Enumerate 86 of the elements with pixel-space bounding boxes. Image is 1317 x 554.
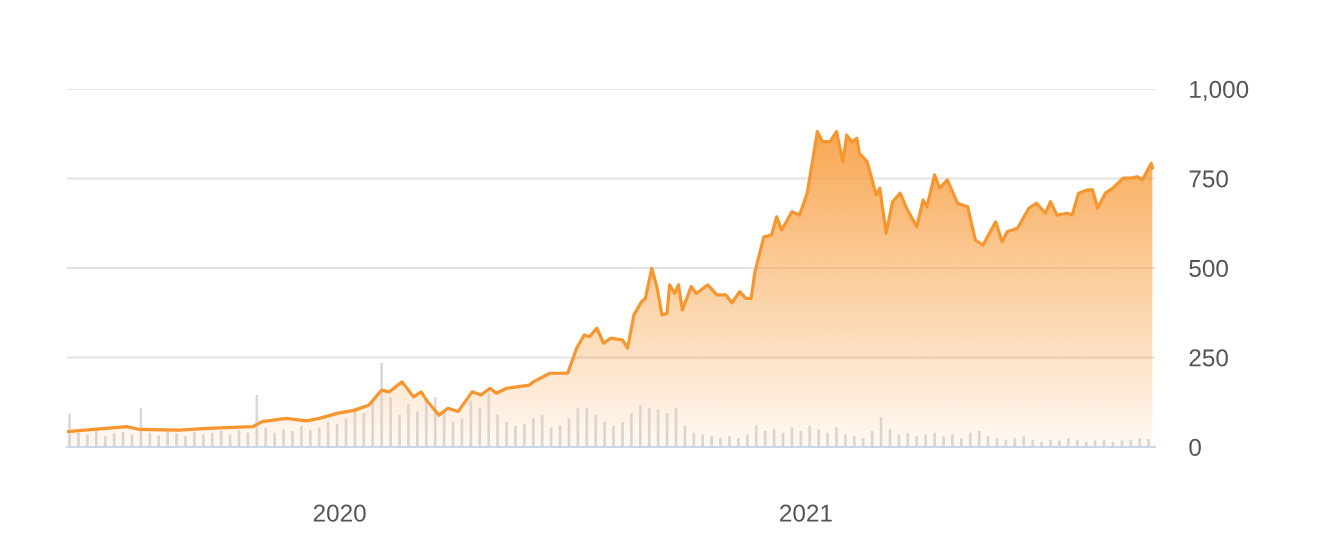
bar (282, 429, 285, 447)
bar (148, 432, 152, 447)
bar (478, 407, 482, 447)
bar (201, 434, 205, 447)
bar (398, 414, 401, 447)
bar (326, 421, 330, 447)
bar (389, 396, 392, 447)
bar (424, 400, 428, 447)
bar (585, 407, 589, 447)
bar (1147, 439, 1150, 447)
bar (861, 438, 865, 447)
bar (175, 433, 178, 447)
bar (844, 434, 847, 447)
bar (380, 362, 384, 447)
bar (1067, 438, 1070, 447)
bar (309, 429, 312, 447)
bar (951, 434, 954, 447)
bar (870, 430, 874, 447)
bar (1138, 438, 1142, 447)
bar (745, 434, 749, 447)
bar (210, 432, 214, 447)
y-tick-label: 750 (1189, 170, 1228, 188)
bar (817, 429, 820, 447)
bar (371, 400, 375, 447)
bar (942, 436, 945, 447)
bar (594, 414, 598, 447)
y-tick-label: 1,000 (1190, 80, 1249, 101)
bar (853, 436, 856, 447)
bar (1049, 439, 1052, 447)
bar (68, 413, 71, 447)
bar (647, 407, 651, 447)
bar (317, 427, 321, 447)
y-tick-label: 500 (1189, 259, 1228, 278)
bar (273, 432, 276, 447)
bar (255, 395, 259, 447)
bar (531, 418, 535, 447)
bar (737, 438, 740, 447)
bar (603, 421, 606, 447)
bar (638, 405, 642, 447)
bar (933, 432, 936, 447)
bar (701, 434, 705, 447)
bar (968, 432, 972, 447)
bar (157, 435, 161, 447)
bar (826, 432, 829, 447)
bar (977, 430, 981, 447)
bar (1022, 436, 1026, 447)
bar (808, 425, 812, 447)
y-tick-label: 250 (1189, 349, 1228, 367)
bar (540, 414, 544, 447)
bar (193, 431, 196, 447)
bar (719, 438, 722, 447)
bar (924, 434, 928, 447)
y-tick-label: 0 (1189, 438, 1201, 457)
bar (166, 430, 169, 447)
bar (94, 430, 98, 447)
bar (291, 430, 294, 447)
bar (799, 430, 803, 447)
bar (1075, 439, 1079, 447)
bar (505, 421, 508, 447)
bar (728, 436, 731, 447)
bar (1031, 439, 1035, 447)
bar (1129, 439, 1133, 447)
bar (835, 427, 838, 447)
bar (433, 396, 437, 447)
bar (710, 436, 713, 447)
bar (754, 425, 758, 447)
bar (487, 393, 491, 447)
bar (692, 432, 696, 447)
bar (496, 414, 499, 447)
bar (612, 425, 615, 447)
x-tick-label: 2020 (313, 504, 366, 522)
bar (514, 425, 517, 447)
bar (184, 436, 187, 447)
bar (264, 427, 268, 447)
bar (103, 436, 107, 447)
bar (77, 432, 80, 447)
bar (523, 423, 526, 447)
bar (300, 425, 303, 447)
bar (630, 412, 633, 447)
x-tick-label: 2021 (780, 504, 832, 522)
bar (915, 436, 919, 447)
bar (407, 404, 410, 447)
bar (86, 434, 89, 447)
bar (416, 411, 419, 447)
bar (621, 421, 624, 447)
bar (960, 438, 963, 447)
